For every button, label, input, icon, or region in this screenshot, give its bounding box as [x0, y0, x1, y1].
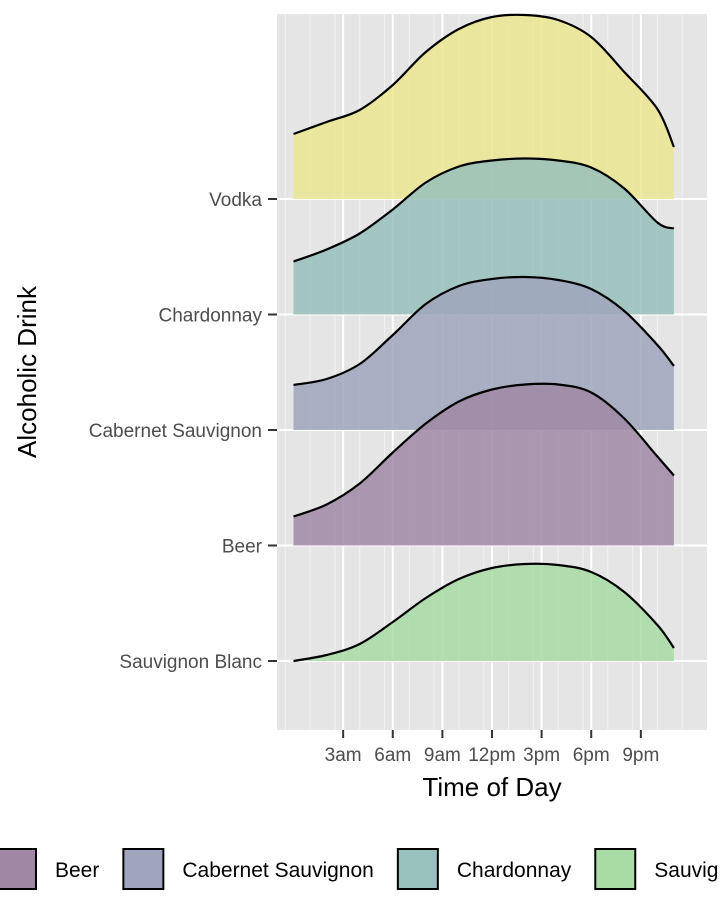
ridge-line-sauvignon-blanc — [293, 562, 675, 663]
x-tick-label: 6am — [374, 745, 411, 766]
ridge-line-beer — [293, 382, 675, 518]
ridge-line-cabernet-sauvignon — [293, 275, 675, 387]
ridge-vodka — [293, 13, 675, 199]
y-tick-label: Beer — [222, 537, 263, 558]
legend-label-chardonnay: Chardonnay — [457, 859, 572, 882]
ridge-line-vodka — [293, 13, 675, 148]
ridge-beer — [293, 382, 675, 546]
y-tick-label: Cabernet Sauvignon — [89, 421, 262, 442]
y-tick-label: Sauvignon Blanc — [119, 652, 262, 673]
y-axis-title: Alcoholic Drink — [12, 285, 42, 458]
y-axis: Sauvignon Blanc Beer Cabernet Sauvignon Cha… — [89, 190, 277, 673]
x-tick-label: 3pm — [523, 745, 560, 766]
ridges — [293, 13, 675, 663]
y-tick-label: Chardonnay — [158, 306, 262, 327]
x-tick-label: 6pm — [573, 745, 610, 766]
legend-key-cabernet-sauvignon — [122, 848, 165, 890]
x-axis: 3am 6am 9am 12pm 3pm 6pm 9pm — [325, 730, 659, 766]
x-tick-label: 9am — [424, 745, 461, 766]
ridge-area-beer — [293, 383, 674, 546]
legend-label-sauvignon-blanc: Sauvignon Blanc — [654, 859, 720, 882]
x-tick-label: 9pm — [622, 745, 659, 766]
x-tick-label: 3am — [325, 745, 362, 766]
ridge-sauvignon-blanc — [293, 562, 675, 663]
legend-label-cabernet-sauvignon: Cabernet Sauvignon — [182, 859, 373, 882]
legend-key-beer — [0, 848, 37, 890]
y-tick-label: Vodka — [209, 190, 262, 211]
x-axis-title: Time of Day — [422, 772, 561, 802]
legend: Beer Cabernet Sauvignon Chardonnay Sauvigno… — [0, 848, 720, 890]
ridge-area-vodka — [293, 14, 674, 199]
legend-key-chardonnay — [396, 848, 439, 890]
ridge-area-sauvignon-blanc — [293, 563, 674, 661]
ridge-chardonnay — [293, 157, 675, 315]
legend-key-sauvignon-blanc — [594, 848, 637, 890]
ridge-line-chardonnay — [293, 157, 675, 263]
ridge-area-chardonnay — [293, 158, 674, 315]
legend-label-beer: Beer — [55, 859, 99, 882]
x-tick-label: 12pm — [468, 745, 516, 766]
